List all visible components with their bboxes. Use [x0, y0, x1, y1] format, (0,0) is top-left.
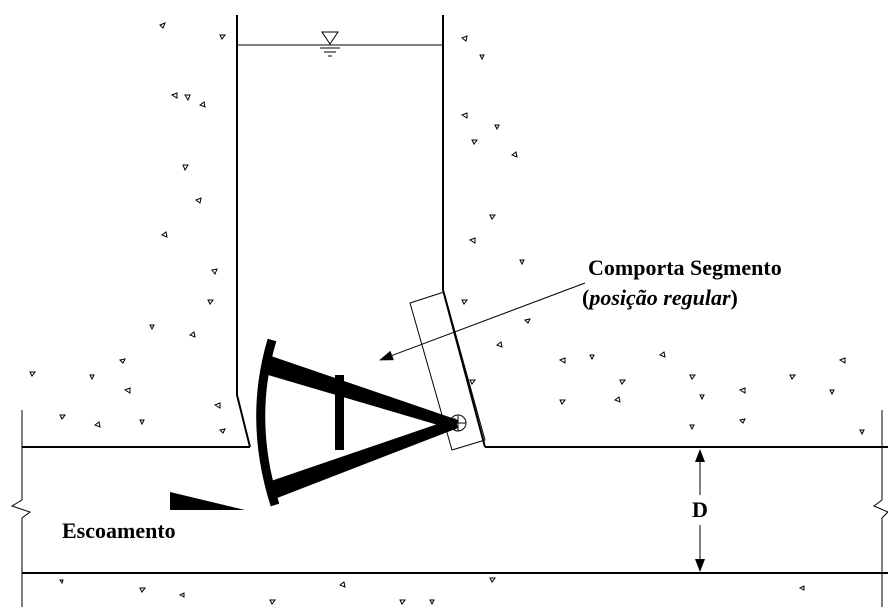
- dimension-label: D: [692, 497, 708, 522]
- shaft: [237, 15, 485, 447]
- label-leader: [380, 283, 585, 360]
- soil-speckles: [30, 23, 864, 604]
- diagram: Comporta Segmento (posição regular) Esco…: [0, 0, 888, 607]
- conduit: [12, 410, 888, 607]
- paren: (: [582, 285, 589, 310]
- flow-label: Escoamento: [62, 518, 176, 543]
- gate-label-sub: (posição regular): [582, 285, 738, 310]
- paren: ): [731, 285, 738, 310]
- gate-position: posição regular: [587, 285, 731, 310]
- gate-label: Comporta Segmento: [588, 255, 782, 280]
- flow-arrow: [170, 492, 245, 510]
